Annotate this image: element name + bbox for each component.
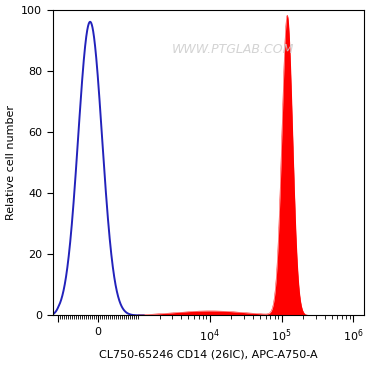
Text: WWW.PTGLAB.COM: WWW.PTGLAB.COM [172, 43, 294, 56]
X-axis label: CL750-65246 CD14 (26IC), APC-A750-A: CL750-65246 CD14 (26IC), APC-A750-A [99, 349, 317, 360]
Y-axis label: Relative cell number: Relative cell number [6, 105, 16, 220]
